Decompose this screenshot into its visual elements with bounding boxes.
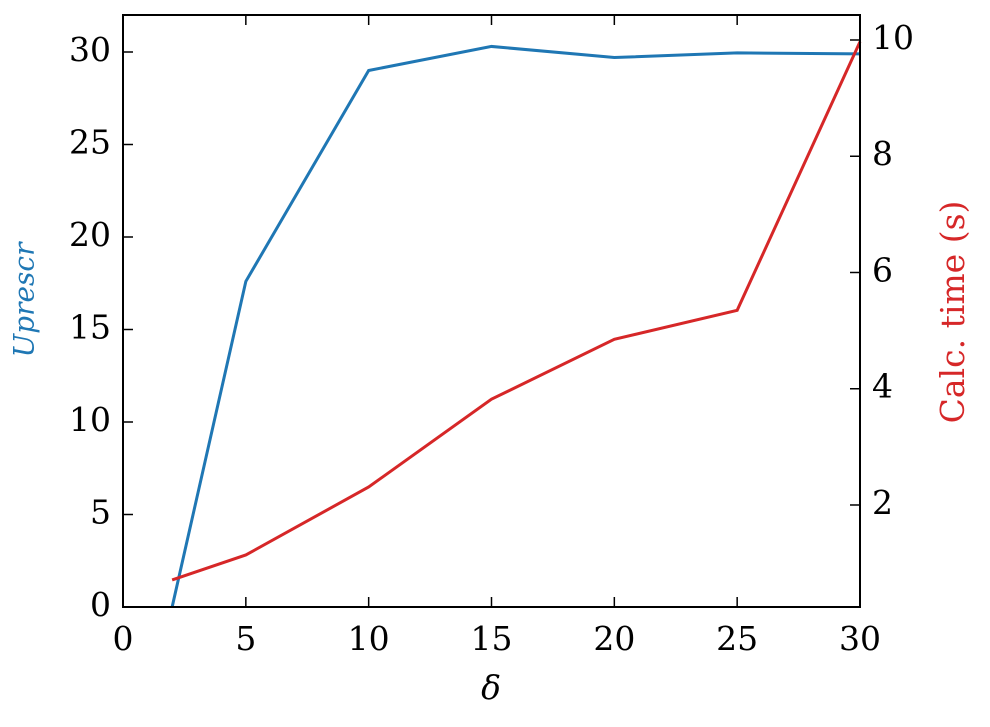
y-tick-label: 10 <box>69 400 111 439</box>
x-axis-label: δ <box>481 668 501 707</box>
x-tick-label: 20 <box>593 619 635 658</box>
y2-tick-label: 2 <box>872 483 893 522</box>
y-axis-label: Uprescr <box>8 241 41 358</box>
x-tick-label: 5 <box>235 619 256 658</box>
y-tick-label: 20 <box>69 215 111 254</box>
y2-tick-label: 6 <box>872 250 893 289</box>
y-tick-label: 0 <box>90 585 111 624</box>
x-tick-label: 30 <box>839 619 881 658</box>
x-tick-label: 25 <box>716 619 758 658</box>
y2-tick-label: 10 <box>872 18 914 57</box>
y2-tick-label: 8 <box>872 134 893 173</box>
y2-axis-label: Calc. time (s) <box>933 201 972 424</box>
x-tick-label: 15 <box>471 619 513 658</box>
y-tick-label: 30 <box>69 30 111 69</box>
y2-tick-label: 4 <box>872 367 893 406</box>
y-tick-label: 5 <box>90 493 111 532</box>
series-line <box>171 41 862 582</box>
x-tick-label: 0 <box>113 619 134 658</box>
x-tick-label: 10 <box>348 619 390 658</box>
plot-frame <box>122 14 861 608</box>
y-tick-label: 25 <box>69 123 111 162</box>
y-tick-label: 15 <box>69 308 111 347</box>
series-line <box>170 44 861 608</box>
